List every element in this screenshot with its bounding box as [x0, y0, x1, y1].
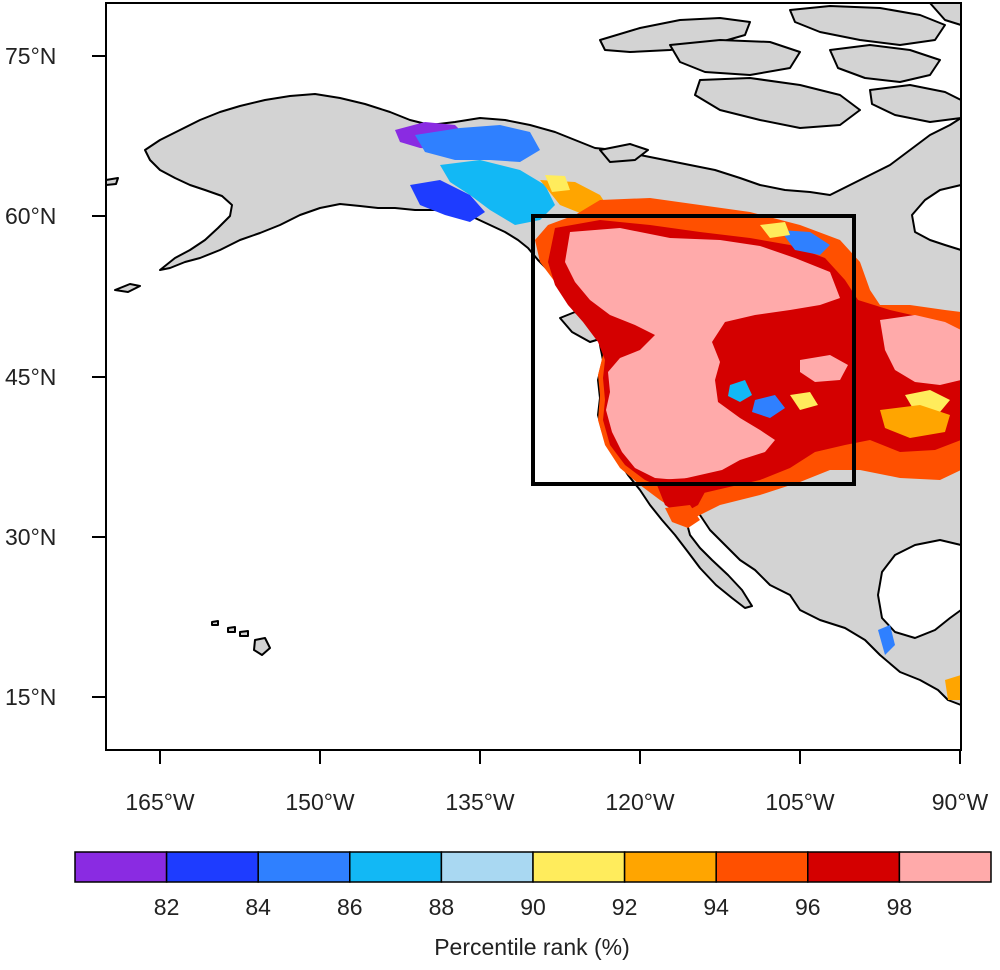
field-mexico-orange — [665, 505, 700, 528]
hawaii-kauai — [211, 620, 219, 626]
arctic-island-5 — [829, 44, 941, 83]
aleutian-2 — [105, 177, 119, 186]
legend-tick-label: 82 — [154, 894, 180, 920]
lat-label-60: 60°N — [5, 203, 56, 229]
hawaii-big-island — [253, 637, 271, 656]
field-yukon-blue — [410, 180, 485, 222]
lat-label-75: 75°N — [5, 43, 56, 69]
gulf-of-mexico — [877, 539, 962, 639]
legend-tick-label: 84 — [245, 894, 271, 920]
longitude-axis — [159, 750, 961, 764]
hawaii-oahu — [227, 626, 236, 633]
lat-label-30: 30°N — [5, 524, 56, 550]
field-south-yellow — [790, 392, 818, 410]
legend-swatch — [440, 851, 534, 883]
field-south-cyan — [728, 380, 752, 402]
legend-swatch — [898, 851, 992, 883]
legend-swatch — [623, 851, 717, 883]
field-east-orange — [880, 405, 950, 438]
field-south-blue — [752, 395, 785, 418]
legend-tick-labels: 82 84 86 88 90 92 94 96 98 — [154, 894, 912, 920]
legend-swatch — [807, 851, 901, 883]
aleutian-1 — [114, 283, 141, 293]
field-yucatan-orange — [945, 675, 961, 700]
legend-tick-label: 94 — [703, 894, 729, 920]
legend-swatch — [257, 851, 351, 883]
field-east-pink — [880, 315, 961, 385]
hawaii-maui — [239, 630, 249, 637]
legend-swatch — [532, 851, 626, 883]
field-bc-blue — [780, 230, 830, 255]
arctic-island-3 — [669, 39, 801, 76]
legend-title: Percentile rank (%) — [434, 934, 630, 960]
hudson-bay — [911, 184, 962, 251]
latitude-axis — [92, 55, 106, 698]
arctic-island-4 — [694, 77, 861, 129]
field-main-pink — [565, 228, 840, 480]
lon-label-135w: 135°W — [445, 789, 515, 815]
arctic-island-2 — [789, 5, 946, 46]
field-east-pink-2 — [800, 355, 848, 382]
field-yukon-yellow — [545, 175, 570, 192]
legend-swatch — [74, 851, 168, 883]
lon-label-90w: 90°W — [932, 789, 989, 815]
field-mexico-red — [655, 478, 705, 515]
legend-tick-label: 86 — [337, 894, 363, 920]
field-alaska-blue — [415, 125, 540, 162]
legend-swatch — [349, 851, 443, 883]
legend-tick-label: 90 — [520, 894, 546, 920]
lat-label-15: 15°N — [5, 684, 56, 710]
legend-swatch — [165, 851, 259, 883]
legend-tick-label: 96 — [795, 894, 821, 920]
field-gulf-blue — [878, 625, 895, 655]
legend-swatch — [715, 851, 809, 883]
field-bc-yellow — [760, 222, 790, 238]
legend-tick-label: 92 — [612, 894, 638, 920]
study-region-box — [531, 214, 856, 486]
field-yukon-cyan — [440, 160, 555, 225]
legend-tick-label: 88 — [429, 894, 455, 920]
lon-label-105w: 105°W — [765, 789, 835, 815]
lat-label-45: 45°N — [5, 364, 56, 390]
lon-label-165w: 165°W — [125, 789, 195, 815]
arctic-island-8 — [599, 143, 649, 163]
legend-color-bar — [74, 851, 992, 883]
legend-tick-label: 98 — [887, 894, 913, 920]
lon-label-150w: 150°W — [285, 789, 355, 815]
lon-label-120w: 120°W — [605, 789, 675, 815]
